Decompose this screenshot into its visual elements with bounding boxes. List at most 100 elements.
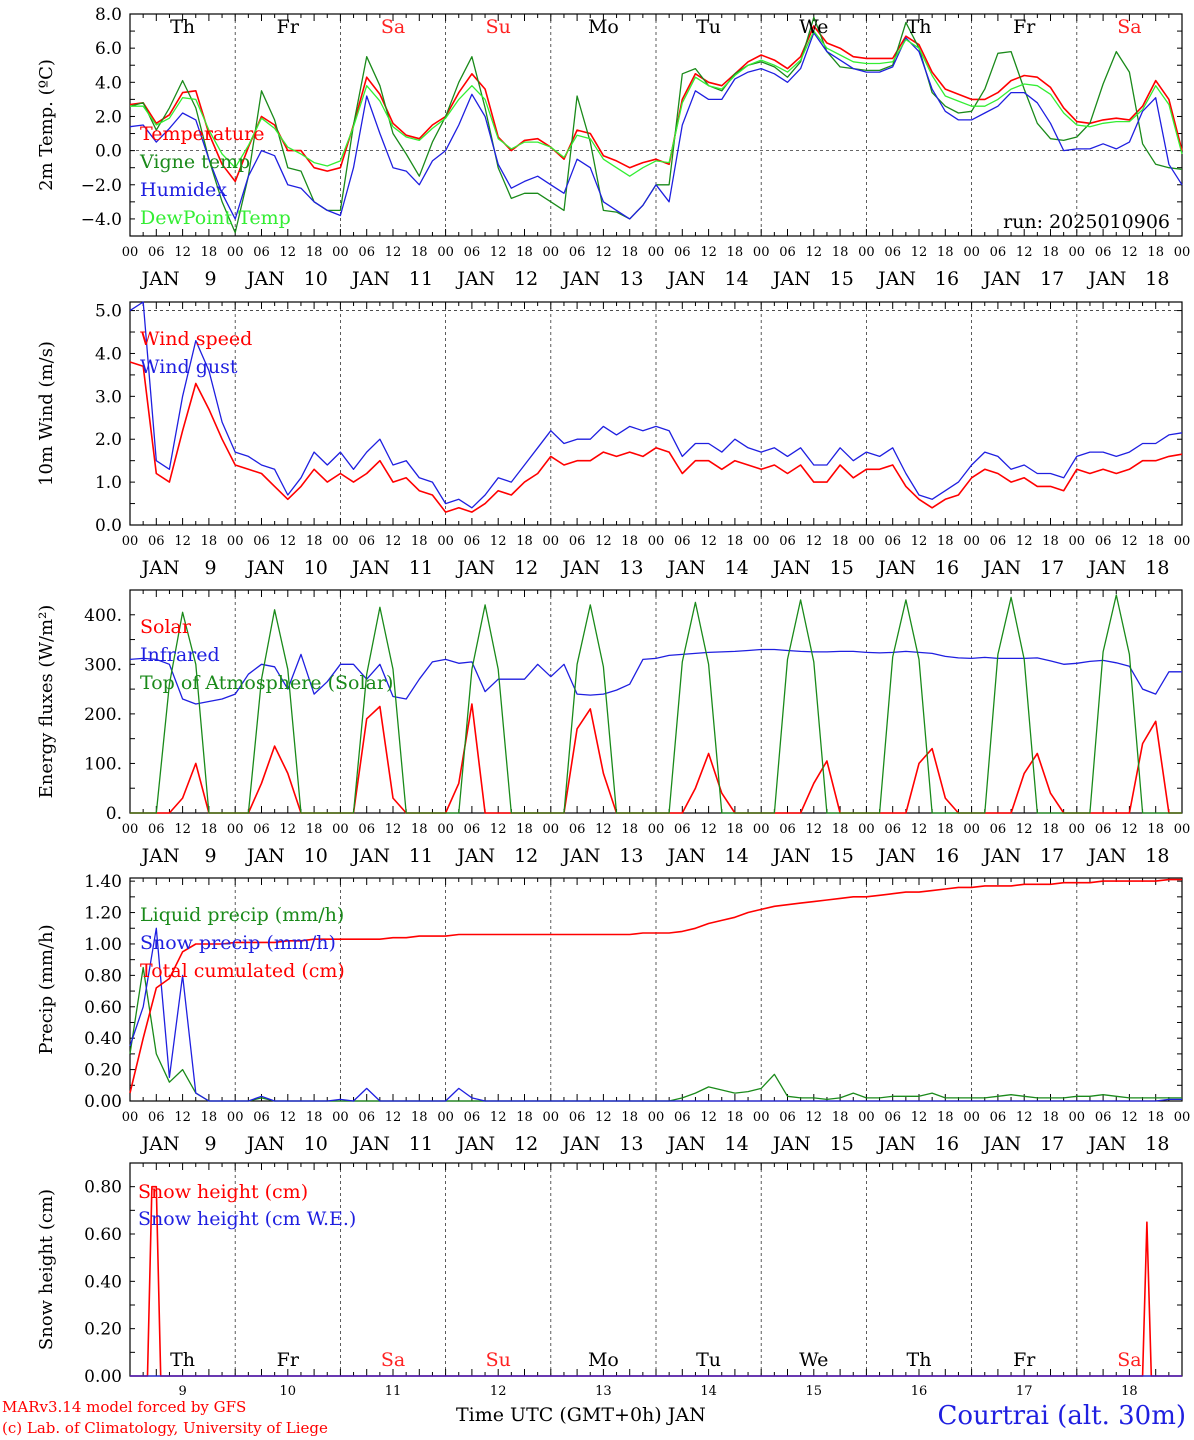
hour-tick-label: 18: [516, 534, 533, 549]
hour-tick-label: 00: [227, 534, 244, 549]
hour-tick-label: 12: [174, 245, 191, 260]
hour-tick-label: 12: [490, 822, 507, 837]
hour-tick-label: 18: [832, 822, 849, 837]
y-tick-label: 4.0: [95, 344, 122, 364]
hour-tick-label: 12: [595, 1110, 612, 1125]
date-month-label: JAN: [560, 268, 600, 290]
panel-temperature: −4.0 −2.0 0.0 2.0 4.0 6.0 8.0 2m Temp. (ºC) Temp…: [36, 5, 1190, 290]
date-day-label: 14: [725, 845, 749, 867]
hour-tick-label: 12: [595, 822, 612, 837]
hour-tick-label: 06: [884, 534, 901, 549]
hour-tick-label: 18: [201, 245, 218, 260]
hour-tick-label: 00: [1069, 534, 1086, 549]
hour-tick-label: 18: [832, 245, 849, 260]
y-tick-label: 5.0: [95, 302, 122, 322]
hour-tick-label: 00: [648, 534, 665, 549]
hour-tick-label: 18: [516, 245, 533, 260]
date-month-label: JAN: [560, 557, 600, 579]
hour-tick-label: 12: [385, 245, 402, 260]
date-day-label: 18: [1145, 557, 1169, 579]
legend-entry: DewPoint Temp: [140, 207, 291, 229]
hour-tick-label: 00: [858, 245, 875, 260]
date-month-label: JAN: [981, 1133, 1021, 1155]
date-month-label: JAN: [981, 268, 1021, 290]
hour-tick-label: 18: [621, 822, 638, 837]
hour-tick-label: 12: [1016, 245, 1033, 260]
y-tick-label: 1.0: [95, 473, 122, 493]
hour-tick-label: 18: [727, 245, 744, 260]
hour-tick-label: 12: [490, 245, 507, 260]
hour-tick-label: 00: [437, 822, 454, 837]
date-month-label: JAN: [245, 268, 285, 290]
date-day-label: 15: [830, 557, 854, 579]
weekday-label: Sa: [1117, 16, 1141, 38]
hour-tick-label: 00: [963, 534, 980, 549]
hour-tick-label: 00: [1069, 1110, 1086, 1125]
weekday-label: Th: [907, 16, 932, 38]
day-number-label: 11: [385, 1384, 402, 1399]
date-day-label: 17: [1040, 268, 1064, 290]
hour-tick-label: 12: [595, 534, 612, 549]
hour-tick-label: 06: [990, 245, 1007, 260]
date-day-label: 9: [205, 268, 217, 290]
date-month-label: JAN: [1086, 557, 1126, 579]
hour-tick-label: 06: [253, 1110, 270, 1125]
day-number-label: 13: [595, 1384, 612, 1399]
hour-tick-label: 06: [253, 245, 270, 260]
date-month-label: JAN: [350, 1133, 390, 1155]
hour-tick-label: 18: [306, 534, 323, 549]
hour-tick-label: 00: [1069, 245, 1086, 260]
y-tick-label: 400.: [84, 606, 122, 626]
date-month-label: JAN: [350, 845, 390, 867]
model-credit: MARv3.14 model forced by GFS: [2, 1398, 247, 1416]
series-line-precip-1: [129, 927, 1182, 1102]
date-month-label: JAN: [771, 845, 811, 867]
hour-tick-label: 12: [490, 1110, 507, 1125]
hour-tick-label: 06: [884, 822, 901, 837]
hour-tick-label: 18: [411, 822, 428, 837]
y-tick-label: 100.: [84, 754, 122, 774]
date-month-label: JAN: [245, 1133, 285, 1155]
plot-frame: [129, 589, 1183, 814]
weekday-label: Fr: [1013, 1349, 1036, 1371]
hour-tick-label: 18: [832, 534, 849, 549]
date-day-label: 14: [725, 268, 749, 290]
date-month-label: JAN: [140, 268, 180, 290]
y-tick-label: 2.0: [95, 430, 122, 450]
weekday-label: Th: [170, 1349, 195, 1371]
x-axis-title: Time UTC (GMT+0h) JAN: [456, 1404, 706, 1426]
hour-tick-label: 06: [884, 245, 901, 260]
y-axis-title: Snow height (cm): [36, 1189, 57, 1350]
series-line-energy-1: [129, 648, 1182, 705]
date-day-label: 13: [619, 845, 643, 867]
y-axis-title: 2m Temp. (ºC): [36, 59, 57, 191]
hour-tick-label: 18: [727, 534, 744, 549]
hour-tick-label: 00: [753, 245, 770, 260]
date-month-label: JAN: [560, 845, 600, 867]
y-tick-label: 300.: [84, 655, 122, 675]
hour-tick-label: 00: [332, 534, 349, 549]
hour-tick-label: 12: [280, 822, 297, 837]
hour-tick-label: 00: [1174, 1110, 1191, 1125]
series-line-energy-2: [130, 594, 1182, 814]
hour-tick-label: 00: [648, 1110, 665, 1125]
hour-tick-label: 18: [411, 534, 428, 549]
date-day-label: 12: [514, 268, 538, 290]
hour-tick-label: 12: [700, 534, 717, 549]
y-tick-label: 200.: [84, 705, 122, 725]
hour-tick-label: 06: [148, 245, 165, 260]
legend-entry: Snow precip (mm/h): [140, 932, 336, 954]
hour-tick-label: 18: [306, 245, 323, 260]
day-number-label: 10: [280, 1384, 297, 1399]
series-line-precip-2: [129, 878, 1182, 1094]
date-month-label: JAN: [245, 557, 285, 579]
date-day-label: 10: [304, 845, 328, 867]
hour-tick-label: 06: [569, 1110, 586, 1125]
hour-tick-label: 06: [569, 245, 586, 260]
legend-entry: Snow height (cm): [138, 1181, 308, 1203]
hour-tick-label: 18: [937, 245, 954, 260]
legend-entry: Vigne temp: [139, 151, 250, 173]
hour-tick-label: 00: [1174, 822, 1191, 837]
hour-tick-label: 18: [306, 822, 323, 837]
